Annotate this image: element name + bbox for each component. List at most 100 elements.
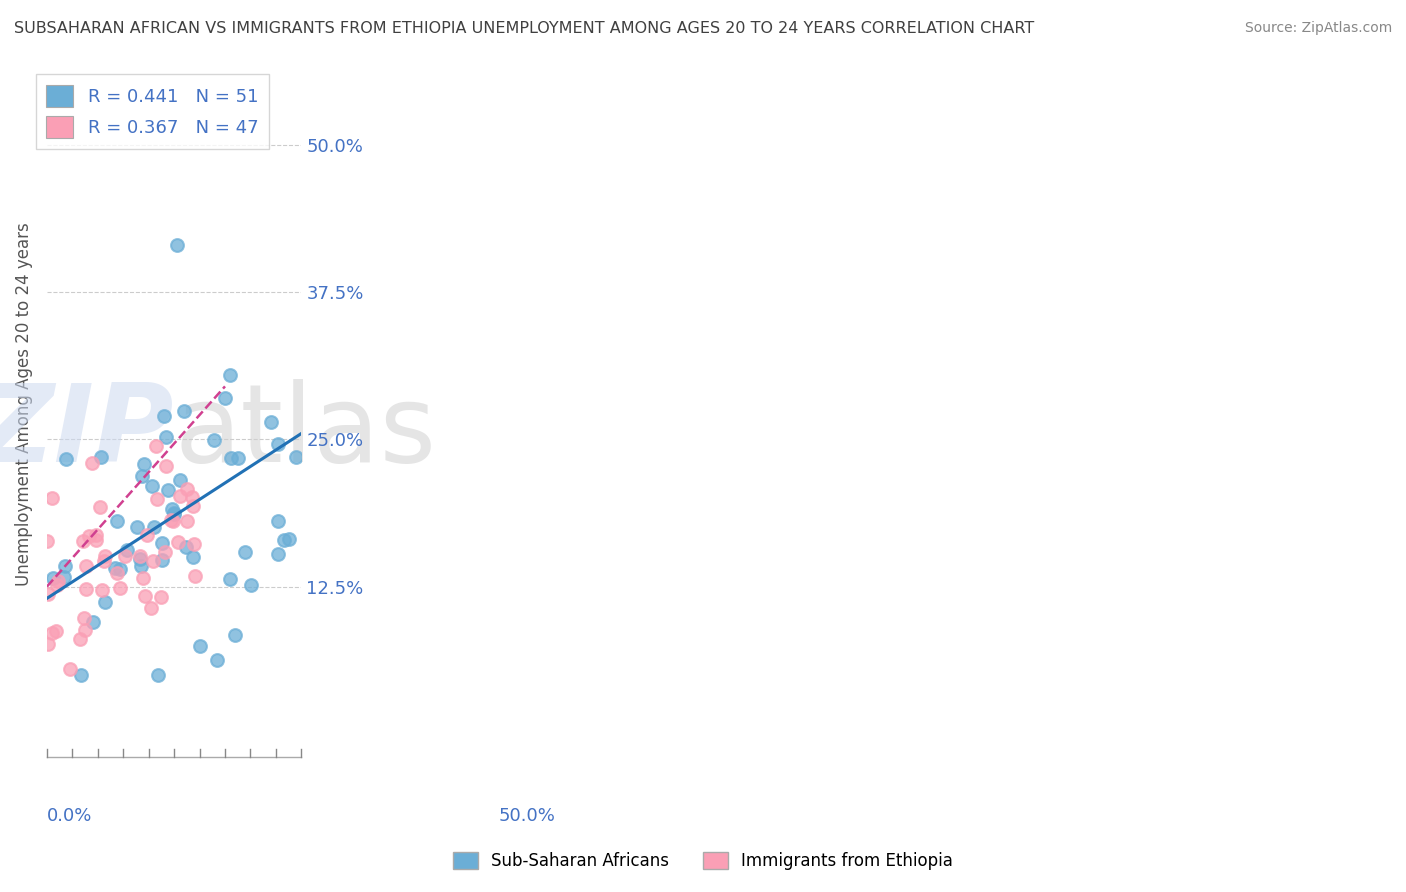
- Point: [277, 533, 299, 547]
- Point: [35, 533, 58, 548]
- Point: [224, 628, 246, 642]
- Point: [84, 528, 107, 542]
- Point: [181, 499, 204, 513]
- Point: [94, 595, 117, 609]
- Point: [184, 568, 207, 582]
- Point: [115, 543, 138, 558]
- Y-axis label: Unemployment Among Ages 20 to 24 years: Unemployment Among Ages 20 to 24 years: [15, 222, 32, 586]
- Point: [273, 533, 295, 547]
- Point: [152, 409, 174, 423]
- Point: [180, 490, 202, 504]
- Point: [94, 549, 117, 564]
- Point: [143, 520, 166, 534]
- Point: [37, 587, 59, 601]
- Point: [108, 581, 131, 595]
- Point: [136, 527, 159, 541]
- Point: [77, 529, 100, 543]
- Point: [134, 590, 156, 604]
- Point: [219, 450, 242, 465]
- Point: [90, 450, 112, 465]
- Point: [205, 653, 228, 667]
- Point: [150, 552, 173, 566]
- Point: [132, 571, 155, 585]
- Point: [45, 624, 67, 639]
- Text: ZIP: ZIP: [0, 379, 174, 485]
- Point: [145, 439, 167, 453]
- Point: [176, 540, 198, 554]
- Point: [157, 483, 180, 497]
- Point: [93, 554, 115, 568]
- Point: [266, 437, 288, 451]
- Legend: Sub-Saharan Africans, Immigrants from Ethiopia: Sub-Saharan Africans, Immigrants from Et…: [446, 845, 960, 877]
- Text: atlas: atlas: [174, 379, 436, 485]
- Point: [173, 403, 195, 417]
- Point: [214, 391, 236, 405]
- Text: 0.0%: 0.0%: [46, 807, 93, 825]
- Point: [114, 549, 136, 564]
- Point: [160, 514, 183, 528]
- Point: [129, 559, 152, 574]
- Point: [284, 450, 307, 464]
- Point: [169, 489, 191, 503]
- Point: [166, 535, 188, 549]
- Text: SUBSAHARAN AFRICAN VS IMMIGRANTS FROM ETHIOPIA UNEMPLOYMENT AMONG AGES 20 TO 24 : SUBSAHARAN AFRICAN VS IMMIGRANTS FROM ET…: [14, 21, 1035, 36]
- Point: [267, 514, 290, 528]
- Point: [260, 415, 283, 429]
- Point: [166, 238, 188, 252]
- Point: [90, 583, 112, 598]
- Point: [235, 545, 257, 559]
- Text: Source: ZipAtlas.com: Source: ZipAtlas.com: [1244, 21, 1392, 35]
- Point: [176, 514, 198, 528]
- Point: [155, 545, 177, 559]
- Point: [181, 550, 204, 565]
- Point: [37, 637, 59, 651]
- Point: [146, 492, 169, 507]
- Point: [128, 549, 150, 563]
- Point: [162, 514, 184, 528]
- Point: [131, 469, 153, 483]
- Point: [163, 506, 186, 520]
- Point: [142, 553, 165, 567]
- Legend: R = 0.441   N = 51, R = 0.367   N = 47: R = 0.441 N = 51, R = 0.367 N = 47: [35, 74, 270, 149]
- Point: [69, 668, 91, 682]
- Point: [41, 491, 63, 505]
- Point: [240, 578, 263, 592]
- Point: [73, 624, 96, 638]
- Point: [160, 501, 183, 516]
- Point: [150, 535, 173, 549]
- Point: [108, 562, 131, 576]
- Point: [45, 577, 67, 591]
- Point: [226, 450, 249, 465]
- Point: [267, 547, 290, 561]
- Point: [86, 533, 108, 547]
- Point: [75, 559, 97, 574]
- Text: 50.0%: 50.0%: [499, 807, 555, 825]
- Point: [82, 615, 104, 630]
- Point: [104, 561, 127, 575]
- Point: [89, 500, 111, 515]
- Point: [155, 430, 177, 444]
- Point: [141, 479, 163, 493]
- Point: [148, 668, 170, 682]
- Point: [53, 558, 76, 573]
- Point: [183, 536, 205, 550]
- Point: [59, 662, 82, 676]
- Point: [73, 611, 96, 625]
- Point: [219, 572, 242, 586]
- Point: [41, 625, 63, 640]
- Point: [42, 571, 65, 585]
- Point: [82, 456, 104, 470]
- Point: [72, 534, 94, 549]
- Point: [176, 482, 198, 496]
- Point: [52, 569, 75, 583]
- Point: [139, 600, 162, 615]
- Point: [202, 433, 225, 447]
- Point: [129, 552, 152, 566]
- Point: [55, 451, 77, 466]
- Point: [48, 574, 70, 588]
- Point: [155, 458, 177, 473]
- Point: [169, 474, 191, 488]
- Point: [188, 639, 211, 653]
- Point: [125, 520, 148, 534]
- Point: [75, 582, 97, 596]
